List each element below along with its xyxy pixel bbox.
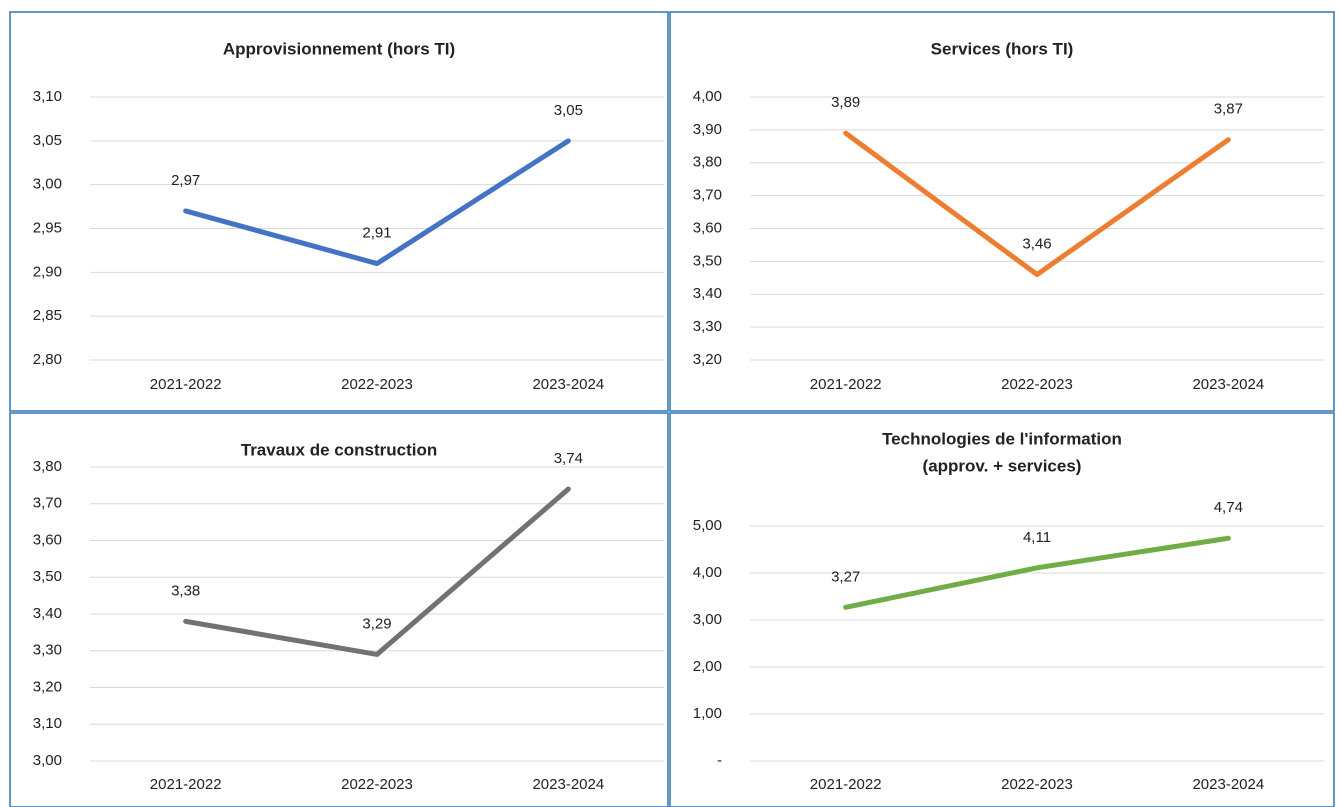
y-tick-label: 3,05 bbox=[33, 132, 62, 149]
line bbox=[183, 138, 571, 267]
x-tick-label: 2022-2023 bbox=[341, 776, 413, 793]
x-tick-label: 2023-2024 bbox=[532, 776, 604, 793]
y-tick-label: 1,00 bbox=[693, 705, 722, 722]
y-tick-label: 3,10 bbox=[33, 715, 62, 732]
x-tick-label: 2021-2022 bbox=[150, 376, 222, 393]
chart-title: Services (hors TI) bbox=[931, 39, 1074, 58]
data-label: 3,74 bbox=[554, 450, 583, 467]
panel-border bbox=[669, 412, 1335, 807]
y-tick-label: 4,00 bbox=[693, 564, 722, 581]
y-tick-label: 3,50 bbox=[33, 568, 62, 585]
x-tick-label: 2021-2022 bbox=[810, 776, 882, 793]
data-label: 3,46 bbox=[1022, 235, 1051, 252]
x-tick-label: 2022-2023 bbox=[1001, 376, 1073, 393]
y-tick-label: 3,40 bbox=[693, 285, 722, 302]
y-tick-label: 3,50 bbox=[693, 252, 722, 269]
y-tick-label: 4,00 bbox=[693, 88, 722, 105]
data-label: 3,05 bbox=[554, 102, 583, 119]
data-label: 2,91 bbox=[362, 225, 391, 242]
y-tick-label: 2,00 bbox=[693, 658, 722, 675]
y-tick-label: 5,00 bbox=[693, 517, 722, 534]
chart-title: Technologies de l'information bbox=[882, 429, 1122, 448]
data-label: 3,29 bbox=[362, 615, 391, 632]
chart-title: (approv. + services) bbox=[923, 456, 1082, 475]
y-tick-label: 3,80 bbox=[33, 458, 62, 475]
data-label: 3,87 bbox=[1214, 101, 1243, 118]
panel-border bbox=[9, 412, 669, 807]
line bbox=[843, 130, 1231, 278]
x-tick-label: 2022-2023 bbox=[341, 376, 413, 393]
y-tick-label: 3,70 bbox=[33, 495, 62, 512]
line bbox=[843, 535, 1231, 610]
x-tick-label: 2023-2024 bbox=[532, 376, 604, 393]
y-tick-label: 3,30 bbox=[33, 642, 62, 659]
y-tick-label: 3,10 bbox=[33, 88, 62, 105]
data-label: 3,27 bbox=[831, 568, 860, 585]
y-tick-label: 2,95 bbox=[33, 219, 62, 236]
y-tick-label: 3,00 bbox=[693, 611, 722, 628]
y-tick-label: 3,00 bbox=[33, 752, 62, 769]
chart-title: Travaux de construction bbox=[241, 440, 438, 459]
y-tick-label: 3,20 bbox=[693, 351, 722, 368]
y-tick-label: 3,80 bbox=[693, 154, 722, 171]
y-tick-label: 3,00 bbox=[33, 176, 62, 193]
y-tick-label: 2,80 bbox=[33, 351, 62, 368]
data-label: 4,74 bbox=[1214, 499, 1243, 516]
y-tick-label: - bbox=[717, 752, 722, 769]
y-tick-label: 3,60 bbox=[33, 531, 62, 548]
y-tick-label: 2,85 bbox=[33, 307, 62, 324]
panel-border bbox=[669, 11, 1335, 412]
data-label: 3,38 bbox=[171, 582, 200, 599]
x-tick-label: 2023-2024 bbox=[1192, 776, 1264, 793]
line bbox=[183, 486, 571, 657]
x-tick-label: 2021-2022 bbox=[810, 376, 882, 393]
y-tick-label: 3,60 bbox=[693, 219, 722, 236]
x-tick-label: 2021-2022 bbox=[150, 776, 222, 793]
y-tick-label: 3,20 bbox=[33, 678, 62, 695]
y-tick-label: 3,40 bbox=[33, 605, 62, 622]
chart-title: Approvisionnement (hors TI) bbox=[223, 39, 455, 58]
x-tick-label: 2022-2023 bbox=[1001, 776, 1073, 793]
data-label: 2,97 bbox=[171, 172, 200, 189]
panel-border bbox=[9, 11, 669, 412]
data-label: 3,89 bbox=[831, 94, 860, 111]
y-tick-label: 2,90 bbox=[33, 263, 62, 280]
x-tick-label: 2023-2024 bbox=[1192, 376, 1264, 393]
y-tick-label: 3,90 bbox=[693, 121, 722, 138]
data-label: 4,11 bbox=[1023, 529, 1051, 546]
y-tick-label: 3,30 bbox=[693, 318, 722, 335]
y-tick-label: 3,70 bbox=[693, 187, 722, 204]
